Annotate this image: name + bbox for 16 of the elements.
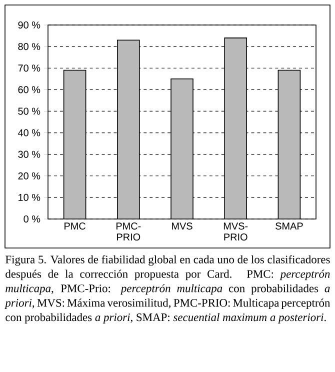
y-tick-label: 10 %: [18, 194, 40, 201]
y-tick-label: 70 %: [18, 64, 40, 72]
y-tick-label: 30 %: [18, 150, 40, 158]
x-tick-label: PMC: [64, 222, 86, 230]
x-tick-label: MVS-PRIO: [224, 222, 248, 241]
y-tick-label: 50 %: [18, 108, 40, 115]
x-tick-label: MVS: [172, 222, 192, 230]
x-tick-label: PMC-PRIO: [116, 222, 141, 241]
y-tick-label: 80 %: [18, 43, 40, 50]
text: Figura 5. Valores de fiabilidad global en cada uno de los clasificadores después de la corrección propuesta por Card. PMC: perceptrón multicapa, PMC-Prio: perceptrón multicapa con probabilidades a priori, MVS: Máxima verosimilitud, PMC-PRIO: Multicapa perceptrón con probabilidades a priori, SMAP: secuential maximum a posteriori.: [4, 255, 330, 324]
x-tick-label: SMAP: [276, 222, 303, 230]
y-tick-label: 20 %: [18, 172, 40, 180]
y-tick-label: 90 %: [18, 21, 40, 29]
y-tick-label: 0 %: [24, 215, 40, 223]
y-tick-label: 60 %: [18, 86, 40, 94]
y-tick-label: 40 %: [18, 129, 40, 136]
